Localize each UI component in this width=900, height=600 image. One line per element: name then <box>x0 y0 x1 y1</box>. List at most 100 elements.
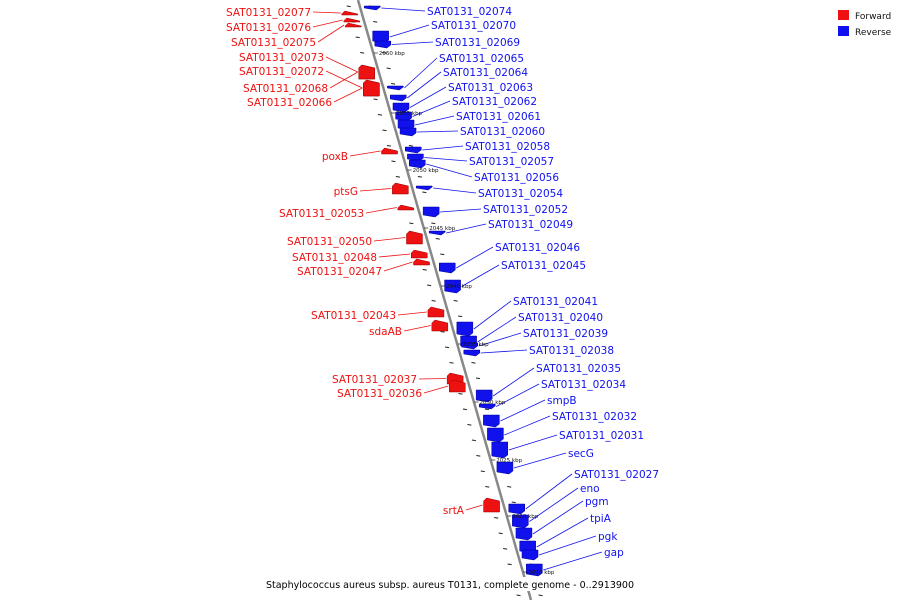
forward-gene-block[interactable] <box>397 204 415 211</box>
reverse-gene-label[interactable]: SAT0131_02063 <box>448 82 533 94</box>
forward-gene-label[interactable]: SAT0131_02043 <box>311 310 396 322</box>
reverse-gene-block[interactable] <box>496 461 514 475</box>
forward-gene-label[interactable]: SAT0131_02053 <box>279 208 364 220</box>
reverse-gene-block[interactable] <box>478 403 496 410</box>
reverse-gene-block[interactable] <box>456 321 474 337</box>
forward-gene-label[interactable]: SAT0131_02050 <box>287 236 372 248</box>
reverse-gene-label[interactable]: pgm <box>585 496 609 508</box>
reverse-gene-label[interactable]: SAT0131_02032 <box>552 411 637 423</box>
tick-mark <box>422 191 427 194</box>
forward-gene-label[interactable]: ptsG <box>334 186 358 198</box>
forward-gene-block[interactable] <box>427 306 445 318</box>
forward-gene-block[interactable] <box>358 64 376 80</box>
reverse-gene-block[interactable] <box>444 279 461 294</box>
reverse-gene-block[interactable] <box>515 527 533 541</box>
forward-gene-label[interactable]: SAT0131_02073 <box>239 52 324 64</box>
reverse-gene-block[interactable] <box>404 146 422 154</box>
reverse-gene-label[interactable]: SAT0131_02062 <box>452 96 537 108</box>
reverse-gene-label[interactable]: SAT0131_02049 <box>488 219 573 231</box>
reverse-gene-block[interactable] <box>521 549 539 561</box>
forward-gene-block[interactable] <box>392 182 409 195</box>
reverse-gene-label[interactable]: SAT0131_02034 <box>541 379 626 391</box>
reverse-gene-label[interactable]: SAT0131_02070 <box>431 20 516 32</box>
reverse-gene-label[interactable]: SAT0131_02054 <box>478 188 563 200</box>
reverse-gene-block[interactable] <box>475 389 493 403</box>
reverse-gene-block[interactable] <box>374 40 392 49</box>
forward-gene-label[interactable]: SAT0131_02075 <box>231 37 316 49</box>
reverse-gene-label[interactable]: SAT0131_02041 <box>513 296 598 308</box>
forward-gene-label[interactable]: SAT0131_02066 <box>247 97 332 109</box>
reverse-gene-block[interactable] <box>387 85 404 91</box>
forward-gene-label[interactable]: SAT0131_02077 <box>226 7 311 19</box>
reverse-gene-block[interactable] <box>491 441 508 459</box>
reverse-gene-label[interactable]: pgk <box>598 531 618 543</box>
reverse-gene-label[interactable]: SAT0131_02061 <box>456 111 541 123</box>
reverse-gene-block[interactable] <box>415 185 433 191</box>
forward-gene-block[interactable] <box>363 79 380 97</box>
reverse-gene-block[interactable] <box>461 342 479 350</box>
reverse-gene-block[interactable] <box>463 349 481 357</box>
forward-gene-label[interactable]: SAT0131_02047 <box>297 266 382 278</box>
reverse-gene-block[interactable] <box>392 102 410 113</box>
tick-mark <box>484 408 489 411</box>
reverse-gene-label[interactable]: SAT0131_02064 <box>443 67 528 79</box>
reverse-gene-label[interactable]: SAT0131_02031 <box>559 430 644 442</box>
forward-gene-block[interactable] <box>413 258 430 266</box>
forward-gene-label[interactable]: poxB <box>322 151 348 163</box>
reverse-gene-block[interactable] <box>439 262 456 274</box>
reverse-gene-label[interactable]: SAT0131_02057 <box>469 156 554 168</box>
reverse-gene-block[interactable] <box>422 206 440 218</box>
forward-gene-label[interactable]: SAT0131_02068 <box>243 83 328 95</box>
forward-gene-label[interactable]: SAT0131_02076 <box>226 22 311 34</box>
reverse-gene-label[interactable]: SAT0131_02065 <box>439 53 524 65</box>
reverse-gene-label[interactable]: secG <box>568 448 594 460</box>
reverse-gene-label[interactable]: SAT0131_02060 <box>460 126 545 138</box>
reverse-gene-block[interactable] <box>390 94 407 102</box>
reverse-gene-label[interactable]: SAT0131_02045 <box>501 260 586 272</box>
reverse-gene-block[interactable] <box>364 5 381 11</box>
reverse-gene-label[interactable]: SAT0131_02038 <box>529 345 614 357</box>
reverse-gene-label[interactable]: SAT0131_02027 <box>574 469 659 481</box>
forward-gene-block[interactable] <box>343 17 361 23</box>
reverse-gene-block[interactable] <box>487 427 504 443</box>
forward-gene-label[interactable]: SAT0131_02048 <box>292 252 377 264</box>
reverse-gene-block[interactable] <box>483 414 500 428</box>
forward-gene-block[interactable] <box>431 319 449 332</box>
forward-gene-label[interactable]: SAT0131_02037 <box>332 374 417 386</box>
reverse-gene-label[interactable]: tpiA <box>590 513 612 525</box>
reverse-gene-label[interactable]: SAT0131_02039 <box>523 328 608 340</box>
forward-gene-block[interactable] <box>341 10 358 16</box>
forward-gene-block[interactable] <box>410 249 428 259</box>
reverse-gene-label[interactable]: SAT0131_02069 <box>435 37 520 49</box>
reverse-gene-block[interactable] <box>395 111 412 122</box>
forward-gene-label[interactable]: srtA <box>443 505 465 517</box>
caption-background <box>266 577 634 591</box>
reverse-gene-label[interactable]: SAT0131_02056 <box>474 172 559 184</box>
reverse-gene-block[interactable] <box>512 514 529 529</box>
forward-gene-block[interactable] <box>344 22 362 28</box>
forward-gene-block[interactable] <box>449 379 466 393</box>
reverse-gene-label[interactable]: SAT0131_02074 <box>427 6 512 18</box>
reverse-gene-label[interactable]: SAT0131_02046 <box>495 242 580 254</box>
forward-gene-label[interactable]: sdaAB <box>369 326 402 338</box>
reverse-gene-label[interactable]: smpB <box>547 395 577 407</box>
reverse-gene-block[interactable] <box>409 159 426 169</box>
forward-gene-block[interactable] <box>381 147 398 155</box>
reverse-gene-label[interactable]: gap <box>604 547 624 559</box>
forward-gene-label[interactable]: SAT0131_02072 <box>239 66 324 78</box>
label-leader-line <box>500 399 546 422</box>
forward-gene-label[interactable]: SAT0131_02036 <box>337 388 422 400</box>
label-leader-line <box>473 300 512 330</box>
reverse-gene-label[interactable]: SAT0131_02052 <box>483 204 568 216</box>
reverse-gene-block[interactable] <box>508 503 525 515</box>
reverse-gene-label[interactable]: SAT0131_02035 <box>536 363 621 375</box>
reverse-gene-block[interactable] <box>428 230 446 236</box>
reverse-gene-label[interactable]: SAT0131_02040 <box>518 312 603 324</box>
reverse-gene-block[interactable] <box>407 153 424 162</box>
reverse-gene-block[interactable] <box>399 127 417 137</box>
reverse-gene-label[interactable]: eno <box>580 483 600 495</box>
reverse-gene-block[interactable] <box>526 563 543 577</box>
reverse-gene-label[interactable]: SAT0131_02058 <box>465 141 550 153</box>
forward-gene-block[interactable] <box>406 230 423 245</box>
forward-gene-block[interactable] <box>483 497 500 513</box>
